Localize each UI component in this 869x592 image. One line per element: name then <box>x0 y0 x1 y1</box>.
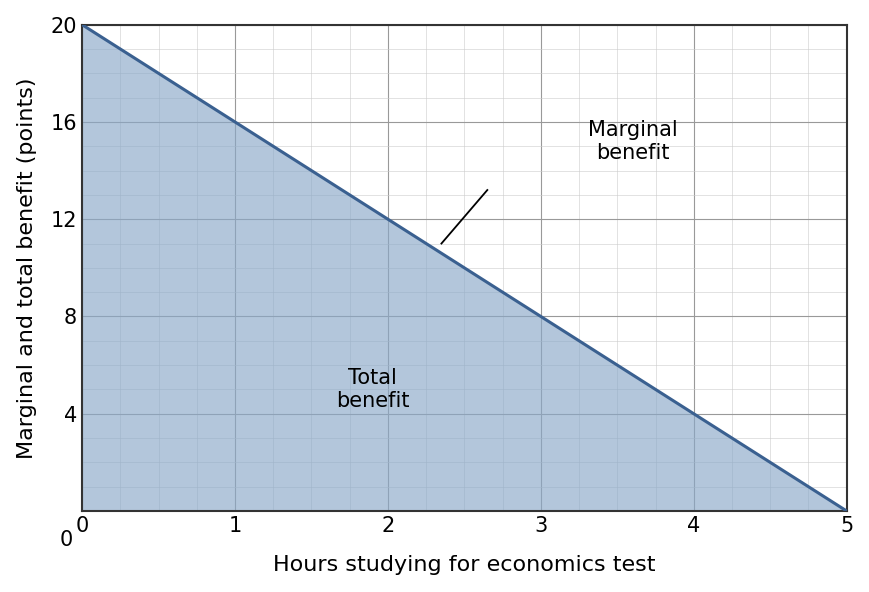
Y-axis label: Marginal and total benefit (points): Marginal and total benefit (points) <box>17 77 36 459</box>
Text: Total
benefit: Total benefit <box>335 368 409 411</box>
Polygon shape <box>82 25 846 511</box>
Text: 0: 0 <box>60 530 73 550</box>
Text: Marginal
benefit: Marginal benefit <box>587 120 677 163</box>
X-axis label: Hours studying for economics test: Hours studying for economics test <box>273 555 655 575</box>
